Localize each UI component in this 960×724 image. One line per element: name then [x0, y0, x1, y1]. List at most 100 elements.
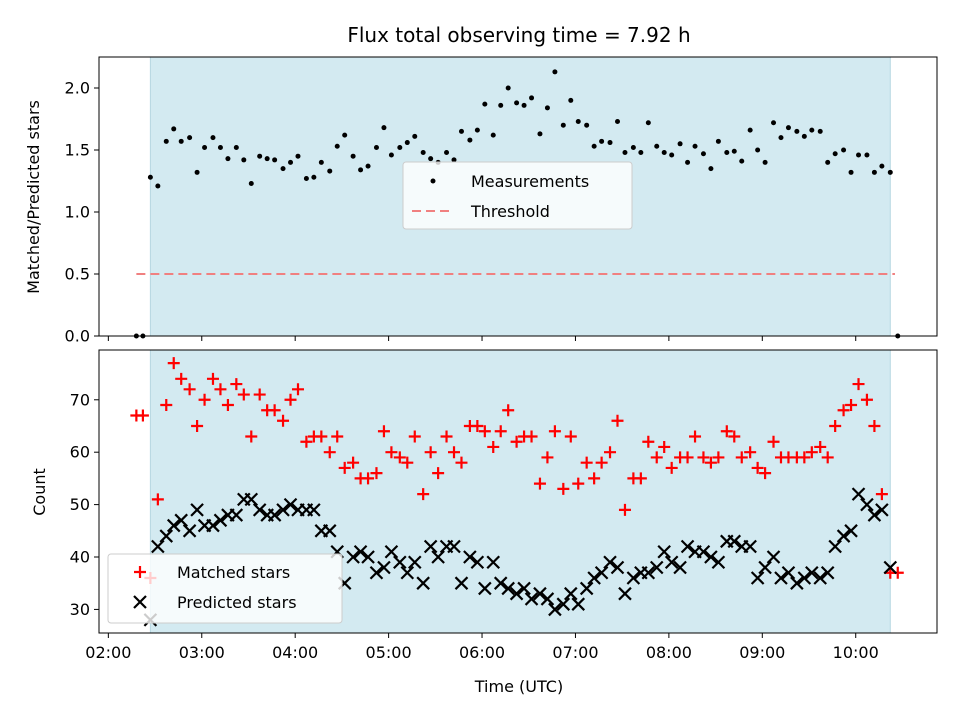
predicted-star-point — [641, 565, 656, 580]
predicted-star-point — [766, 550, 781, 564]
predicted-star-point — [610, 560, 625, 575]
predicted-star-point — [509, 586, 524, 601]
measurement-point — [241, 157, 247, 163]
matched-star-point — [183, 383, 196, 396]
matched-star-point — [408, 430, 421, 443]
predicted-star-point — [603, 555, 617, 570]
predicted-star-point — [664, 555, 679, 570]
matched-star-point — [868, 419, 881, 432]
x-tick-label: 04:00 — [272, 643, 318, 662]
predicted-star-point — [758, 560, 772, 575]
matched-star-point — [681, 451, 694, 464]
measurement-point — [794, 128, 800, 134]
measurement-point — [264, 156, 270, 162]
bot-y-tick-label: 50 — [70, 495, 90, 514]
matched-star-point — [712, 451, 725, 464]
matched-star-point — [798, 451, 811, 464]
predicted-star-point — [657, 544, 671, 559]
predicted-star-point — [393, 555, 407, 570]
measurement-point — [708, 166, 714, 172]
top-axes-frame — [98, 56, 938, 337]
matched-star-point — [744, 446, 757, 459]
x-tick-label: 06:00 — [459, 643, 505, 662]
matched-star-point — [642, 435, 655, 448]
matched-star-point — [277, 414, 290, 427]
measurement-point — [848, 169, 854, 175]
matched-star-point — [471, 419, 484, 432]
matched-star-point — [595, 456, 608, 469]
matched-star-point — [362, 472, 375, 485]
x-tick-label: 09:00 — [739, 643, 785, 662]
measurement-point — [809, 127, 815, 133]
predicted-star-point — [470, 555, 485, 570]
measurement-point — [295, 153, 301, 159]
matched-star-point — [347, 456, 360, 469]
top-x-ticks — [107, 336, 857, 341]
matched-star-point — [494, 425, 507, 438]
measurement-point — [521, 102, 527, 108]
measurement-point — [685, 159, 691, 165]
measurement-point — [412, 133, 418, 139]
matched-star-point — [618, 503, 631, 516]
measurement-point — [155, 183, 161, 189]
matched-star-point — [221, 399, 234, 412]
matched-star-point — [245, 430, 258, 443]
top-y-ticks: 0.0 0.5 1.0 1.5 2.0 — [65, 79, 99, 346]
matched-star-point — [424, 446, 437, 459]
predicted-star-point — [377, 560, 391, 575]
legend-measurements-label: Measurements — [471, 172, 589, 191]
measurement-point — [233, 145, 239, 151]
measurement-point — [841, 147, 847, 153]
measurement-point — [575, 118, 581, 124]
measurement-point — [404, 140, 410, 146]
matched-star-point — [588, 472, 601, 485]
predicted-star-point — [151, 539, 165, 554]
matched-star-point — [338, 461, 351, 474]
bottom-legend: Matched stars Predicted stars — [107, 553, 343, 624]
chart-title: Flux total observing time = 7.92 h — [347, 23, 690, 47]
measurement-point — [311, 174, 317, 180]
matched-star-point — [300, 435, 313, 448]
matched-star-point — [167, 357, 180, 370]
predicted-star-point — [533, 586, 547, 601]
matched-star-point — [237, 388, 250, 401]
measurement-point — [334, 143, 340, 149]
measurement-point — [272, 157, 278, 163]
measurement-point — [397, 145, 403, 151]
predicted-star-point — [696, 544, 711, 559]
matched-star-point — [525, 430, 538, 443]
predicted-star-point — [517, 581, 531, 596]
predicted-star-point — [423, 539, 438, 554]
top-y-tick-label: 0.5 — [65, 265, 90, 284]
measurement-point — [654, 143, 660, 149]
matched-star-point — [432, 467, 445, 480]
matched-star-point — [393, 451, 406, 464]
measurement-point — [630, 145, 636, 151]
measurement-point — [303, 176, 309, 182]
measurement-point — [825, 159, 831, 165]
predicted-star-point — [774, 571, 788, 585]
measurement-point — [187, 135, 193, 141]
predicted-star-point — [346, 550, 360, 564]
matched-star-point — [175, 372, 188, 385]
bot-y-tick-label: 40 — [70, 548, 90, 567]
measurement-point — [755, 147, 761, 153]
bot-y-tick-label: 70 — [70, 390, 90, 409]
matched-star-point — [821, 451, 834, 464]
predicted-star-point — [283, 497, 298, 512]
predicted-star-point — [478, 581, 492, 596]
measurement-point — [801, 133, 807, 139]
predicted-star-point — [711, 555, 726, 570]
measurement-point — [731, 148, 737, 154]
predicted-star-points — [143, 487, 898, 627]
measurement-point — [638, 149, 644, 155]
predicted-star-point — [673, 560, 687, 575]
predicted-star-point — [571, 597, 586, 611]
matched-star-point — [650, 451, 663, 464]
bottom-panel: 30 40 50 60 70 02:00 03:00 04:00 05:00 06:00 07:0… — [30, 349, 938, 696]
matched-star-point — [385, 446, 398, 459]
matched-star-point — [206, 372, 219, 385]
measurement-point — [599, 138, 605, 144]
matched-star-point — [214, 383, 227, 396]
